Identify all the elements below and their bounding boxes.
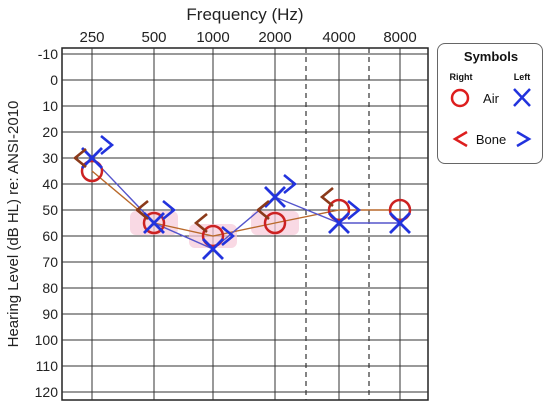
data-point-right-air (327, 198, 351, 222)
y-tick-label: 10 (42, 98, 58, 114)
data-point-right-bone (319, 186, 334, 208)
chart-title: Frequency (Hz) (186, 5, 303, 24)
data-point-right-bone (72, 147, 87, 169)
y-tick-label: -10 (38, 46, 58, 62)
legend-graphic: Symbols Right Left Air Bone (450, 49, 532, 148)
data-point-right-air (263, 211, 287, 235)
legend: Symbols Right Left Air Bone (437, 43, 543, 164)
legend-left-air-x-icon (513, 88, 531, 107)
legend-right-bone-bracket-icon (452, 130, 468, 148)
x-tick-label: 1000 (196, 29, 229, 46)
legend-right-label: Right (450, 72, 473, 82)
data-point-right-air (80, 159, 104, 183)
plot-frame (61, 47, 429, 401)
x-tick-label: 8000 (383, 29, 416, 46)
legend-left-label: Left (514, 72, 531, 82)
data-point-right-bone (255, 199, 270, 221)
y-tick-label: 0 (50, 72, 58, 88)
y-tick-label: 40 (42, 176, 58, 192)
legend-right-air-circle-icon (450, 88, 470, 108)
data-point-right-air (142, 211, 166, 235)
y-tick-label: 50 (42, 202, 58, 218)
x-tick-label: 250 (79, 29, 104, 46)
data-point-left-bone (283, 173, 298, 195)
data-point-right-air (201, 224, 225, 248)
data-point-right-bone (193, 212, 208, 234)
data-point-left-bone (221, 225, 236, 247)
data-point-left-bone (162, 199, 177, 221)
y-tick-label: 80 (42, 280, 58, 296)
x-tick-label: 500 (141, 29, 166, 46)
y-tick-label: 90 (42, 306, 58, 322)
series-line (91, 157, 400, 250)
data-point-left-air (81, 147, 103, 169)
legend-air-label: Air (483, 91, 500, 106)
x-tick-label: 4000 (322, 29, 355, 46)
data-point-left-air (389, 212, 411, 234)
y-tick-label: 60 (42, 228, 58, 244)
legend-left-bone-bracket-icon (516, 130, 532, 148)
data-point-right-air (388, 198, 412, 222)
data-point-left-air (143, 212, 165, 234)
y-axis-label: Hearing Level (dB HL) re: ANSI-2010 (5, 101, 22, 348)
y-tick-label: 30 (42, 150, 58, 166)
legend-title: Symbols (464, 49, 518, 64)
y-tick-label: 100 (35, 332, 59, 348)
data-point-left-air (202, 238, 224, 260)
x-tick-labels: 250 500 1000 2000 4000 8000 (79, 29, 416, 46)
x-tick-label: 2000 (258, 29, 291, 46)
data-point-left-air (328, 212, 350, 234)
y-tick-label: 70 (42, 254, 58, 270)
data-point-left-air (264, 186, 286, 208)
legend-bone-label: Bone (476, 132, 506, 147)
y-tick-labels: -10 0 10 20 30 40 50 60 70 80 90 100 110 120 (35, 46, 59, 400)
plot-area (61, 47, 429, 401)
data-point-left-bone (100, 134, 115, 156)
y-tick-label: 20 (42, 124, 58, 140)
y-tick-label: 110 (36, 358, 59, 374)
series-layer (72, 134, 412, 260)
data-point-right-bone (134, 199, 149, 221)
y-tick-label: 120 (35, 384, 59, 400)
data-point-left-bone (347, 199, 362, 221)
